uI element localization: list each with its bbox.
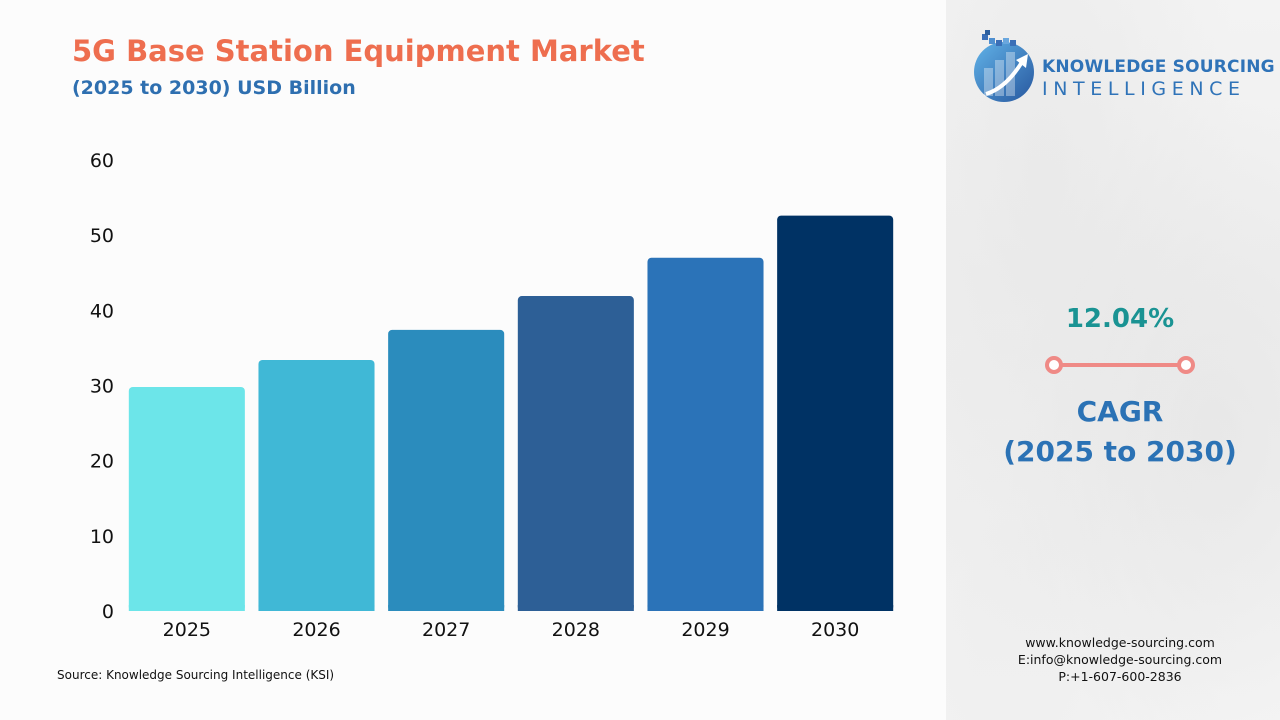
x-tick-label: 2030	[811, 619, 859, 641]
bar-series	[128, 215, 894, 611]
info-panel	[946, 0, 1280, 720]
cagr-label-line2: (2025 to 2030)	[1003, 435, 1237, 468]
y-axis: 0 10 20 30 40 50 60	[90, 150, 114, 623]
bar-2027[interactable]	[388, 329, 505, 611]
y-tick-label: 30	[90, 376, 114, 398]
contact-email[interactable]: E:info@knowledge-sourcing.com	[1017, 652, 1223, 667]
x-tick-label: 2025	[163, 619, 211, 641]
cagr-label-line1: CAGR	[1076, 395, 1164, 428]
source-note: Source: Knowledge Sourcing Intelligence …	[57, 668, 335, 682]
logo-text-line1: KNOWLEDGE SOURCING	[1042, 57, 1275, 77]
x-tick-label: 2029	[681, 619, 729, 641]
logo-text-line2: INTELLIGENCE	[1042, 78, 1246, 100]
y-tick-label: 10	[90, 526, 114, 548]
y-tick-label: 50	[90, 225, 114, 247]
company-logo[interactable]: KNOWLEDGE SOURCING INTELLIGENCE	[972, 28, 1275, 110]
cagr-connector-icon	[1045, 356, 1195, 374]
y-tick-label: 60	[90, 150, 114, 172]
cagr-label: CAGR (2025 to 2030)	[1000, 392, 1240, 472]
y-tick-label: 20	[90, 451, 114, 473]
contact-phone: P:+1-607-600-2836	[1058, 669, 1182, 684]
bar-2030[interactable]	[777, 215, 894, 611]
bar-base-2026	[258, 605, 375, 611]
bar-base-2028	[517, 605, 634, 611]
bar-2025[interactable]	[128, 387, 245, 611]
bar-2029[interactable]	[647, 257, 764, 611]
contact-info: www.knowledge-sourcing.com E:info@knowle…	[990, 634, 1250, 685]
chart-subtitle: (2025 to 2030) USD Billion	[72, 77, 356, 99]
cagr-value: 12.04%	[1065, 304, 1175, 334]
bar-base-2030	[777, 605, 894, 611]
bar-2026[interactable]	[258, 359, 375, 611]
x-tick-label: 2028	[552, 619, 600, 641]
contact-website[interactable]: www.knowledge-sourcing.com	[1025, 635, 1215, 650]
y-tick-label: 40	[90, 300, 114, 322]
bar-base-2025	[128, 605, 245, 611]
bar-base-2029	[647, 605, 764, 611]
bar-base-2027	[388, 605, 505, 611]
bar-chart-arrow-globe-icon	[974, 30, 1034, 102]
x-axis: 2025 2026 2027 2028 2029 2030	[163, 619, 860, 641]
bar-2028[interactable]	[517, 296, 634, 611]
chart-title: 5G Base Station Equipment Market	[72, 34, 645, 68]
x-tick-label: 2027	[422, 619, 470, 641]
x-tick-label: 2026	[292, 619, 340, 641]
y-tick-label: 0	[102, 601, 114, 623]
